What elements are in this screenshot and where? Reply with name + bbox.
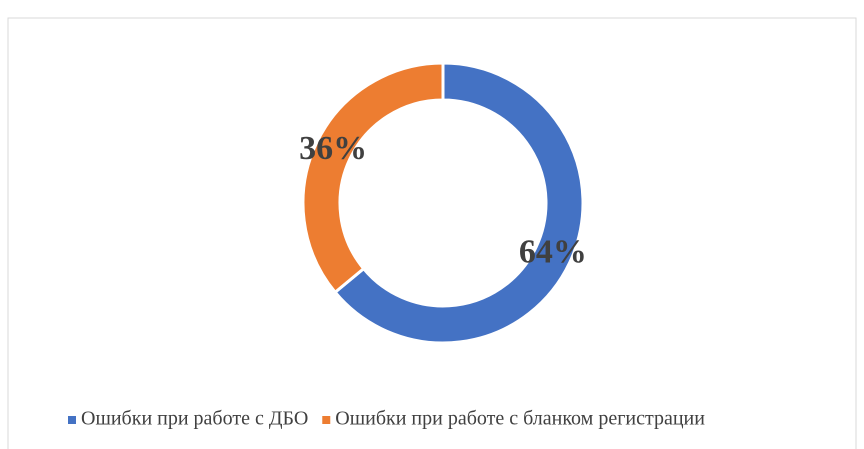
chart-frame [7, 17, 857, 449]
legend-swatch [68, 416, 76, 424]
legend-label: Ошибки при работе с ДБО [81, 408, 308, 430]
data-label: 36% [299, 130, 367, 167]
donut-segment [333, 61, 585, 345]
legend-swatch [322, 416, 331, 424]
legend-label: Ошибки при работе с бланком регистрации [335, 408, 705, 430]
data-label: 64% [519, 234, 587, 271]
donut-segment [301, 61, 445, 295]
